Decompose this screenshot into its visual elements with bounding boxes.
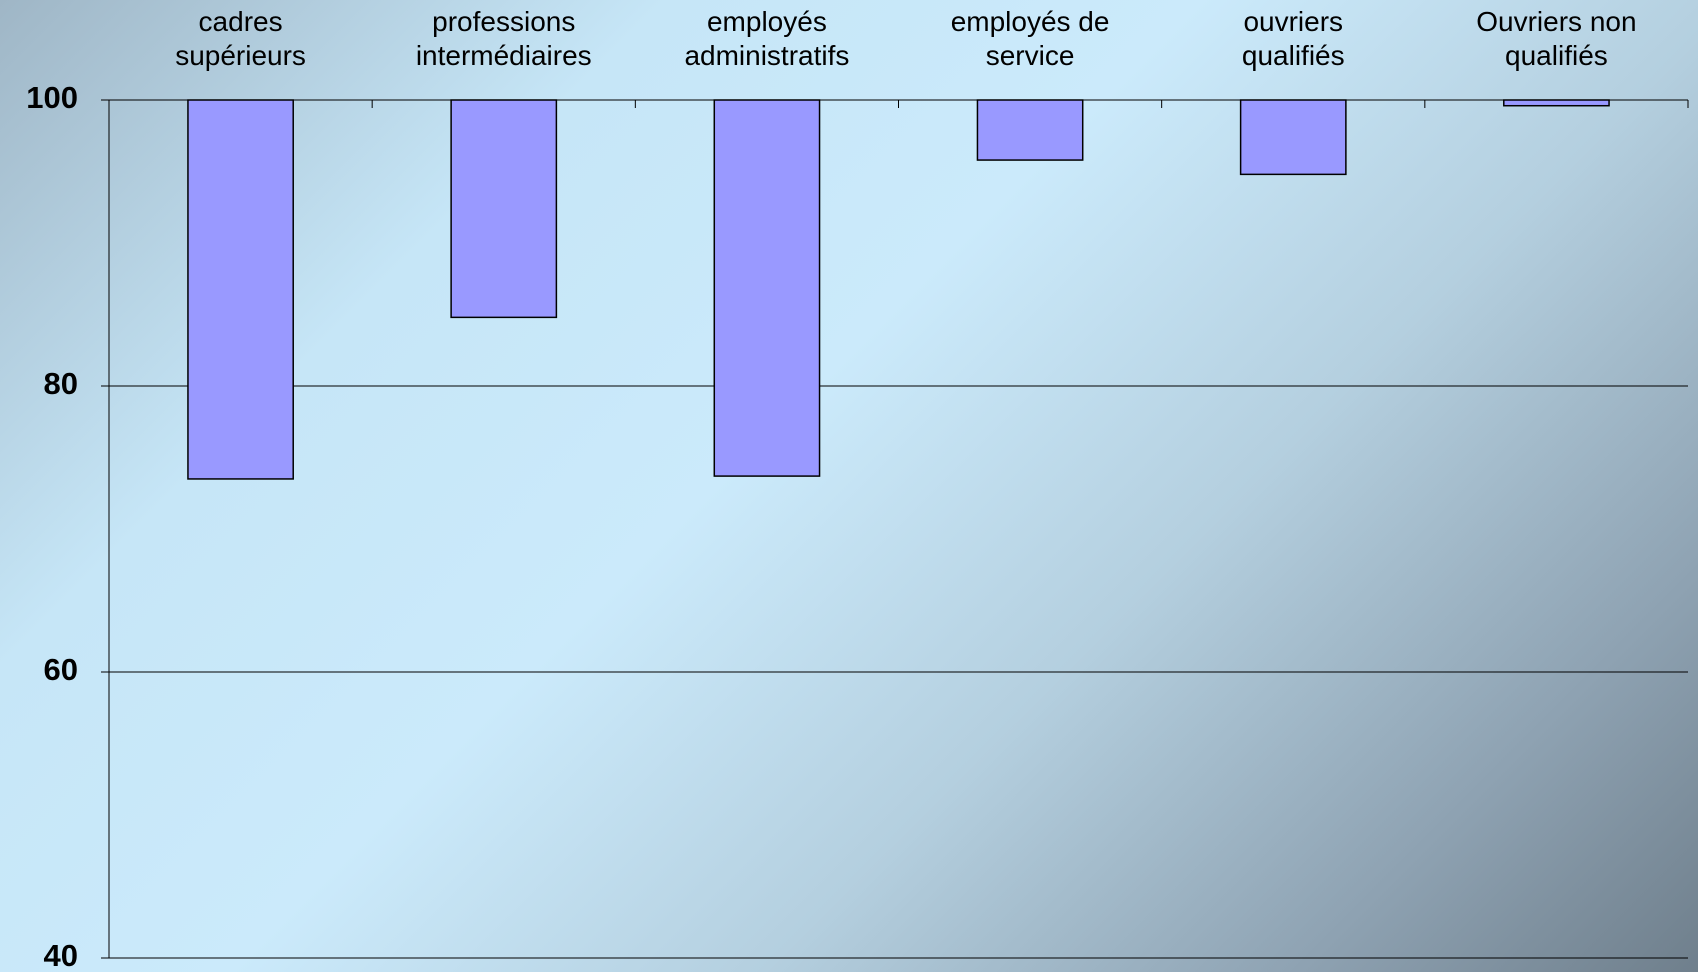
bar	[187, 99, 294, 480]
x-tick-label: Ouvriers non qualifiés	[1476, 6, 1637, 71]
y-tick-label: 40	[44, 938, 78, 972]
x-tick-label: ouvriers qualifiés	[1241, 6, 1345, 71]
x-tick-label: employés de service	[950, 6, 1110, 71]
y-tick-label: 80	[44, 366, 78, 401]
bar	[1503, 99, 1610, 107]
x-tick-label: employés administratifs	[684, 6, 850, 71]
bar	[1239, 99, 1347, 176]
y-tick-label: 60	[44, 652, 78, 687]
x-tick-label: professions intermédiaires	[415, 6, 592, 71]
bar	[713, 99, 821, 477]
x-tick-label: cadres supérieurs	[175, 6, 306, 71]
bar	[450, 99, 558, 319]
y-tick-label: 100	[26, 80, 78, 115]
bar	[976, 99, 1084, 161]
